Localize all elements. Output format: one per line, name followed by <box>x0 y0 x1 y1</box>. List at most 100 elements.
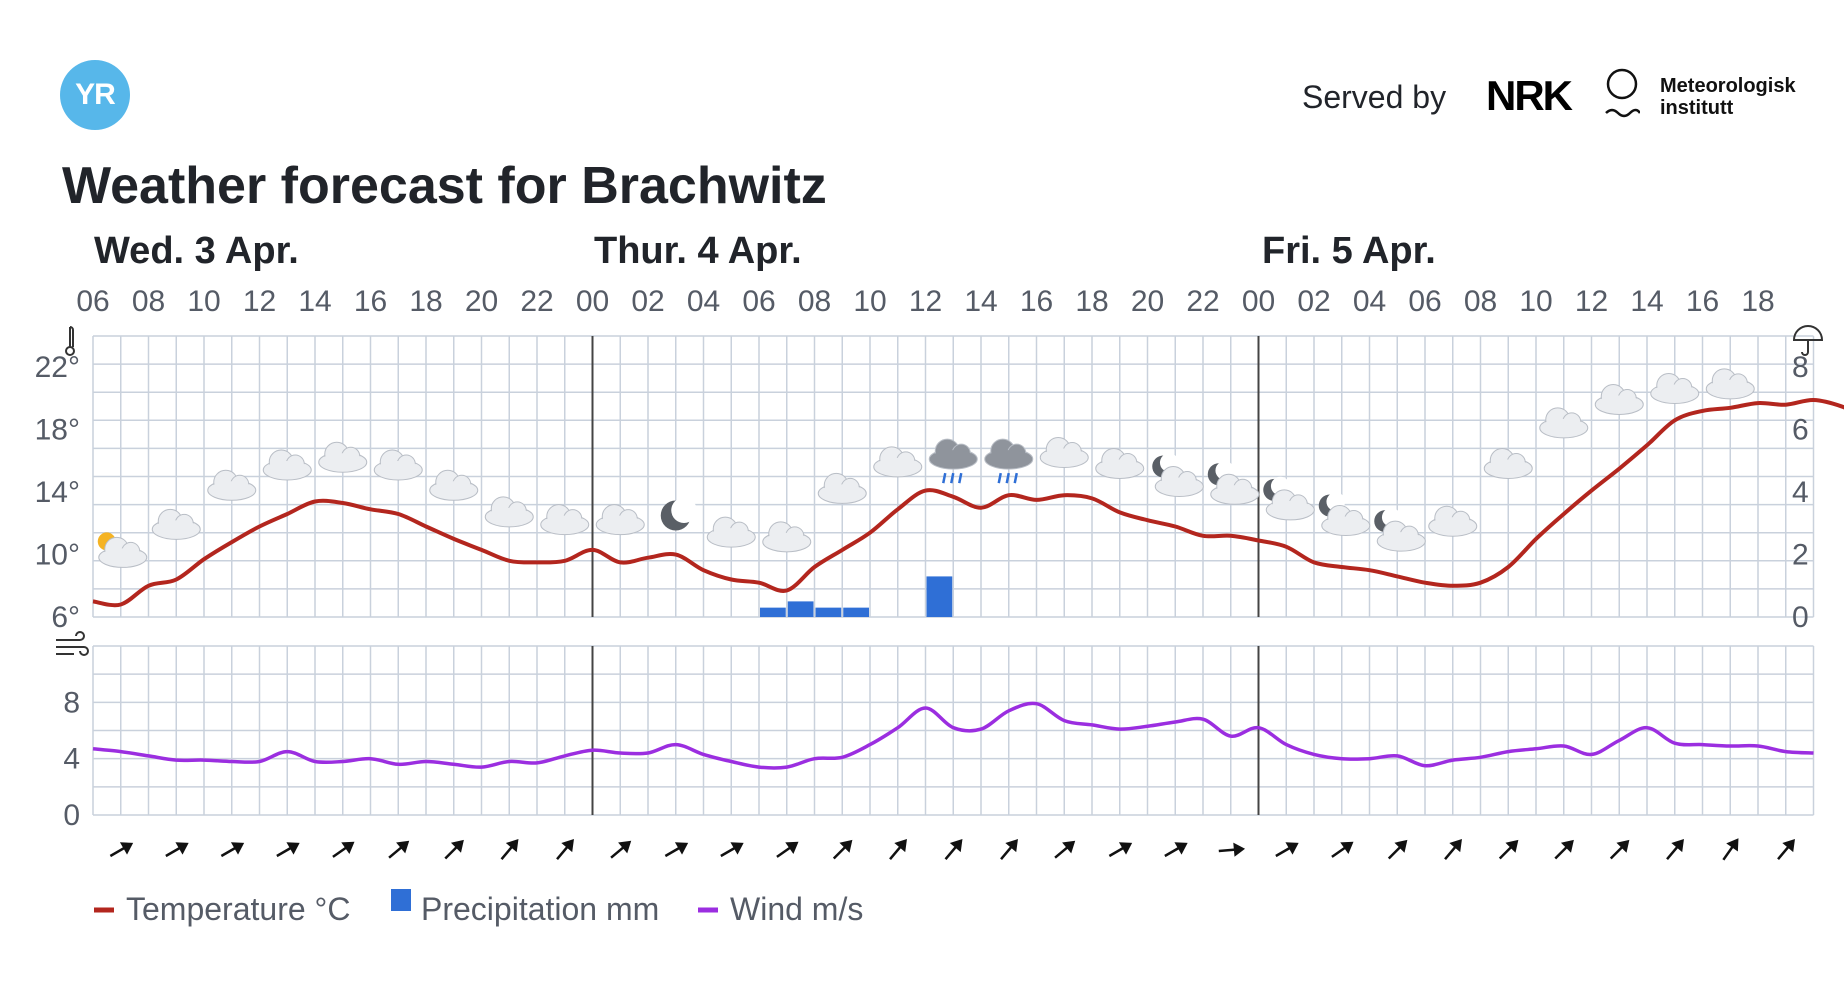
cloud-shape <box>985 450 1032 469</box>
wind-arrow-icon <box>776 841 799 858</box>
moon-icon <box>660 497 697 531</box>
cloud-shape <box>1267 500 1314 519</box>
hour-tick-label: 08 <box>1464 285 1497 318</box>
wind-arrow-head <box>1005 839 1018 853</box>
wind-arrow-icon <box>1387 839 1408 860</box>
cloud-icon <box>873 446 923 478</box>
cloud-shape <box>819 484 866 503</box>
cloud-shape <box>1540 418 1587 437</box>
hour-tick-label: 10 <box>187 285 220 318</box>
wind-arrow-head <box>450 839 464 853</box>
wind-arrow-icon <box>276 842 300 858</box>
hour-tick-label: 02 <box>631 285 664 318</box>
cloud-shape <box>375 461 422 480</box>
hour-tick-label: 14 <box>298 285 331 318</box>
rain-cloud-icon <box>928 438 978 470</box>
wind-arrow-head <box>230 842 245 855</box>
temp-axis-label: 22° <box>35 351 80 384</box>
wind-arrow-head <box>674 842 689 855</box>
wind-arrow-head <box>1174 842 1188 855</box>
wind-arrow-icon <box>1609 839 1630 860</box>
cloud-shape <box>1429 517 1476 536</box>
hour-tick-label: 04 <box>687 285 720 318</box>
cloud-shape <box>541 515 588 534</box>
wind-arrow-head <box>286 842 300 855</box>
cloud-icon <box>1705 368 1755 400</box>
precip-bar <box>815 607 842 617</box>
wind-arrow-head <box>1560 839 1574 853</box>
precip-bar <box>760 607 786 617</box>
rain-drop <box>942 472 947 484</box>
cloud-icon <box>762 521 812 553</box>
wind-arrow-icon <box>889 839 907 860</box>
precip-bar <box>926 576 953 617</box>
wind-arrow-icon <box>720 842 744 858</box>
cloud-shape <box>1156 477 1203 496</box>
rain-drop <box>1005 472 1010 484</box>
hour-tick-label: 04 <box>1353 285 1386 318</box>
wind-arrow-head <box>1062 840 1076 854</box>
wind-arrow-icon <box>109 842 134 858</box>
cloud-shape <box>930 450 977 469</box>
wind-arrow-head <box>175 842 189 855</box>
wind-arrow-head <box>839 839 853 853</box>
nrk-logo[interactable]: NRK <box>1486 72 1573 119</box>
hour-tick-label: 22 <box>520 285 553 318</box>
hour-tick-label: 06 <box>742 285 775 318</box>
cloud-icon <box>1483 447 1533 479</box>
cloud-shape <box>430 481 477 500</box>
hour-tick-label: 00 <box>1242 285 1275 318</box>
met-institute-logo[interactable]: Meteorologisk institutt <box>1660 75 1796 119</box>
cloud-icon <box>1539 407 1589 439</box>
wind-arrow-icon <box>664 842 689 858</box>
cloud-icon <box>262 449 312 481</box>
day-label: Wed. 3 Apr. <box>94 230 299 272</box>
cloud-shape <box>874 457 921 476</box>
wind-arrow-head <box>894 839 907 853</box>
wind-arrow-head <box>1671 839 1684 853</box>
wind-arrow-head <box>341 841 355 855</box>
hour-tick-label: 06 <box>1408 285 1441 318</box>
met-line2: institutt <box>1660 97 1734 119</box>
wind-arrow-head <box>1394 839 1408 853</box>
cloud-icon <box>151 508 201 540</box>
served-by-label: Served by <box>1302 79 1447 115</box>
cloud-icon <box>1265 489 1315 521</box>
legend-temperature-label: Temperature °C <box>126 891 350 927</box>
wind-arrow-icon <box>1000 839 1018 860</box>
met-line1: Meteorologisk <box>1660 75 1796 97</box>
cloud-icon <box>706 516 756 548</box>
hour-tick-label: 10 <box>1519 285 1552 318</box>
wind-arrow-head <box>949 839 963 853</box>
wind-arrow-icon <box>1554 839 1574 860</box>
day-label: Thur. 4 Apr. <box>594 230 802 272</box>
wind-arrow-icon <box>388 840 410 859</box>
wind-arrow-head <box>1233 842 1246 857</box>
wind-arrow-icon <box>220 842 245 858</box>
wind-arrow-head <box>561 839 574 853</box>
cloud-icon <box>318 441 368 473</box>
wind-arrow-head <box>396 840 410 854</box>
cloud-shape <box>597 515 644 534</box>
legend-precipitation-swatch <box>391 889 411 911</box>
umbrella-icon <box>1792 325 1824 356</box>
cloud-icon <box>484 496 534 528</box>
wind-arrow-icon <box>165 842 189 858</box>
hour-tick-label: 22 <box>1186 285 1219 318</box>
yr-logo[interactable]: YR <box>60 60 130 130</box>
wind-arrow-icon <box>1331 841 1354 858</box>
cloud-shape <box>208 481 255 500</box>
hour-tick-label: 10 <box>853 285 886 318</box>
cloud-icon <box>1095 447 1145 479</box>
grid-lines <box>92 335 1815 816</box>
cloud-shape <box>763 532 810 551</box>
wind-arrow-icon <box>556 839 574 860</box>
hour-tick-label: 16 <box>1020 285 1053 318</box>
wind-axis-label: 4 <box>63 743 80 776</box>
cloud-shape <box>486 507 533 526</box>
hour-tick-label: 06 <box>76 285 109 318</box>
cloud-icon <box>1376 520 1426 552</box>
cloud-icon <box>1039 437 1089 469</box>
